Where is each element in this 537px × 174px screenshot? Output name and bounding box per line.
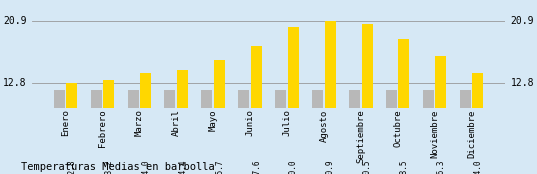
Text: 20.5: 20.5 — [362, 160, 372, 174]
Bar — [349, 90, 360, 174]
Bar — [361, 24, 373, 174]
Bar — [312, 90, 323, 174]
Text: 12.8: 12.8 — [511, 78, 534, 88]
Bar — [140, 73, 151, 174]
Text: Temperaturas Medias en barbolla: Temperaturas Medias en barbolla — [21, 162, 215, 172]
Text: 13.2: 13.2 — [104, 160, 113, 174]
Text: 20.0: 20.0 — [289, 160, 297, 174]
Bar — [214, 60, 225, 174]
Text: 15.7: 15.7 — [215, 160, 224, 174]
Bar — [251, 46, 262, 174]
Bar — [324, 21, 336, 174]
Text: 16.3: 16.3 — [437, 160, 445, 174]
Bar — [275, 90, 286, 174]
Bar — [91, 90, 101, 174]
Bar — [164, 90, 176, 174]
Bar — [288, 27, 299, 174]
Text: 17.6: 17.6 — [252, 160, 261, 174]
Bar — [472, 73, 483, 174]
Text: 14.0: 14.0 — [141, 160, 150, 174]
Text: 20.9: 20.9 — [3, 16, 26, 26]
Bar — [66, 83, 77, 174]
Text: 12.8: 12.8 — [67, 160, 76, 174]
Bar — [398, 39, 410, 174]
Text: 20.9: 20.9 — [325, 160, 335, 174]
Bar — [127, 90, 139, 174]
Bar — [460, 90, 471, 174]
Bar — [201, 90, 213, 174]
Bar — [54, 90, 65, 174]
Bar — [386, 90, 397, 174]
Bar — [103, 80, 114, 174]
Text: 14.0: 14.0 — [473, 160, 482, 174]
Bar — [436, 56, 446, 174]
Text: 20.9: 20.9 — [511, 16, 534, 26]
Text: 14.4: 14.4 — [178, 160, 187, 174]
Bar — [238, 90, 249, 174]
Bar — [423, 90, 434, 174]
Text: 12.8: 12.8 — [3, 78, 26, 88]
Text: 18.5: 18.5 — [400, 160, 409, 174]
Bar — [177, 70, 188, 174]
